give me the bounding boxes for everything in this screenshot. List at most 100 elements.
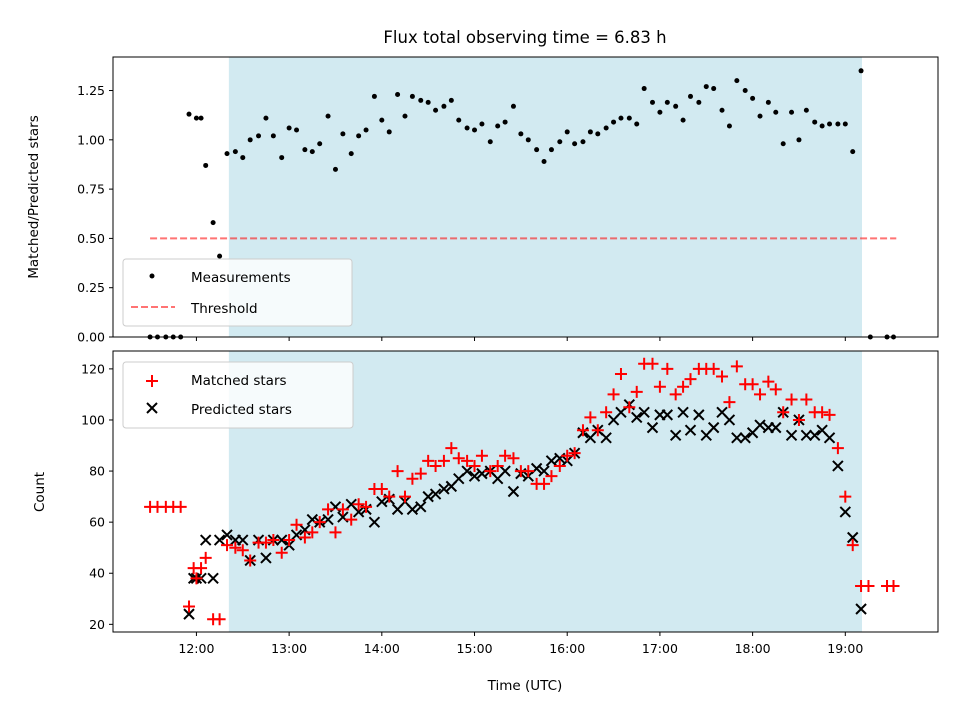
matched-star-point (275, 546, 288, 559)
count-y-axis-label: Count (32, 472, 48, 512)
matched-star-point (195, 562, 208, 575)
matched-stars-points (144, 357, 900, 626)
x-tick-label: 13:00 (271, 641, 307, 656)
matched-star-point (545, 470, 558, 483)
legend-matched-label: Matched stars (191, 373, 287, 389)
matched-star-point (329, 526, 342, 539)
chart-title: Flux total observing time = 6.83 h (383, 28, 666, 47)
measurement-points (147, 68, 897, 340)
predicted-star-point (199, 534, 212, 546)
measurement-point (711, 86, 717, 92)
matched-star-point (290, 518, 303, 531)
measurement-point (835, 121, 841, 127)
measurement-point (309, 149, 315, 155)
matched-star-point (716, 370, 729, 383)
predicted-star-point (352, 506, 365, 518)
predicted-star-point (809, 429, 821, 442)
matched-star-point (352, 498, 365, 511)
measurement-point (479, 121, 485, 127)
measurement-point (819, 123, 825, 129)
measurement-point (703, 84, 709, 90)
measurement-point (448, 97, 454, 103)
x-tick-label: 14:00 (364, 641, 400, 656)
measurement-point (247, 137, 253, 143)
matched-star-point (414, 467, 427, 480)
matched-star-point (762, 375, 775, 388)
y-tick-label: 1.25 (77, 83, 105, 98)
matched-star-point (669, 388, 682, 401)
measurement-point (217, 253, 223, 259)
matched-star-point (306, 526, 319, 539)
predicted-star-point (213, 534, 226, 546)
measurement-point (510, 103, 516, 109)
measurement-point (441, 103, 447, 109)
measurement-point (348, 151, 354, 157)
ratio-legend-box (122, 258, 353, 327)
matched-star-point (406, 472, 419, 485)
matched-star-point (591, 424, 604, 437)
measurement-point (240, 155, 246, 161)
matched-star-point (846, 539, 859, 552)
measurement-point (279, 155, 285, 161)
matched-star-point (360, 500, 373, 513)
matched-star-point (322, 503, 335, 516)
measurement-point (210, 220, 216, 226)
ratio-plot-frame (112, 56, 939, 338)
predicted-star-point (770, 421, 782, 434)
measurement-point (611, 119, 617, 125)
predicted-star-point (661, 409, 674, 421)
x-tick-label: 16:00 (549, 641, 585, 656)
predicted-star-point (832, 460, 844, 472)
y-tick-label: 80 (89, 464, 105, 479)
count-panel: 20 40 60 80 100 120 12:00 13:00 14:00 15:00 16:00… (32, 350, 939, 694)
measurement-point (518, 131, 524, 137)
matched-star-point (422, 454, 435, 467)
predicted-star-point (785, 429, 798, 442)
measurement-point (626, 115, 632, 121)
measurement-point (595, 131, 601, 137)
matched-star-point (561, 449, 574, 462)
count-x-ticks: 12:00 13:00 14:00 15:00 16:00 17:00 18:00 19:00 (178, 632, 863, 656)
predicted-star-point (406, 503, 419, 516)
matched-star-point (267, 534, 280, 547)
predicted-star-point (545, 455, 558, 467)
measurement-point (270, 133, 276, 139)
predicted-star-point (855, 603, 867, 615)
measurement-point (409, 93, 415, 99)
measurement-point (765, 99, 771, 105)
matched-star-point (213, 613, 226, 626)
measurement-point (812, 119, 818, 125)
predicted-star-point (429, 488, 442, 500)
matched-star-point (283, 534, 296, 547)
measurement-point (541, 159, 547, 165)
predicted-star-point (693, 409, 705, 421)
matched-star-point (584, 411, 597, 424)
measurement-point (402, 113, 408, 119)
predicted-star-point (739, 432, 751, 444)
x-tick-label: 18:00 (735, 641, 771, 656)
matched-star-point (244, 554, 257, 567)
measurement-point (224, 151, 230, 157)
matched-star-point (777, 406, 790, 419)
measurement-point (433, 107, 439, 113)
measurement-point (464, 125, 470, 131)
legend-measurements-marker (149, 273, 155, 279)
measurement-point (256, 133, 262, 139)
matched-star-point (499, 449, 512, 462)
matched-star-point (429, 459, 442, 472)
predicted-star-point (207, 572, 219, 585)
predicted-star-point (376, 496, 388, 508)
matched-star-point (568, 447, 581, 460)
measurement-point (340, 131, 346, 137)
y-tick-label: 100 (81, 412, 105, 427)
measurement-point (548, 147, 554, 153)
measurement-point (564, 129, 570, 135)
matched-star-point (630, 385, 643, 398)
matched-star-point (684, 373, 697, 386)
measurement-point (803, 107, 809, 113)
legend-threshold-label: Threshold (190, 301, 258, 317)
ratio-legend: Measurements Threshold (122, 258, 353, 327)
measurement-point (418, 97, 424, 103)
measurement-point (649, 99, 655, 105)
